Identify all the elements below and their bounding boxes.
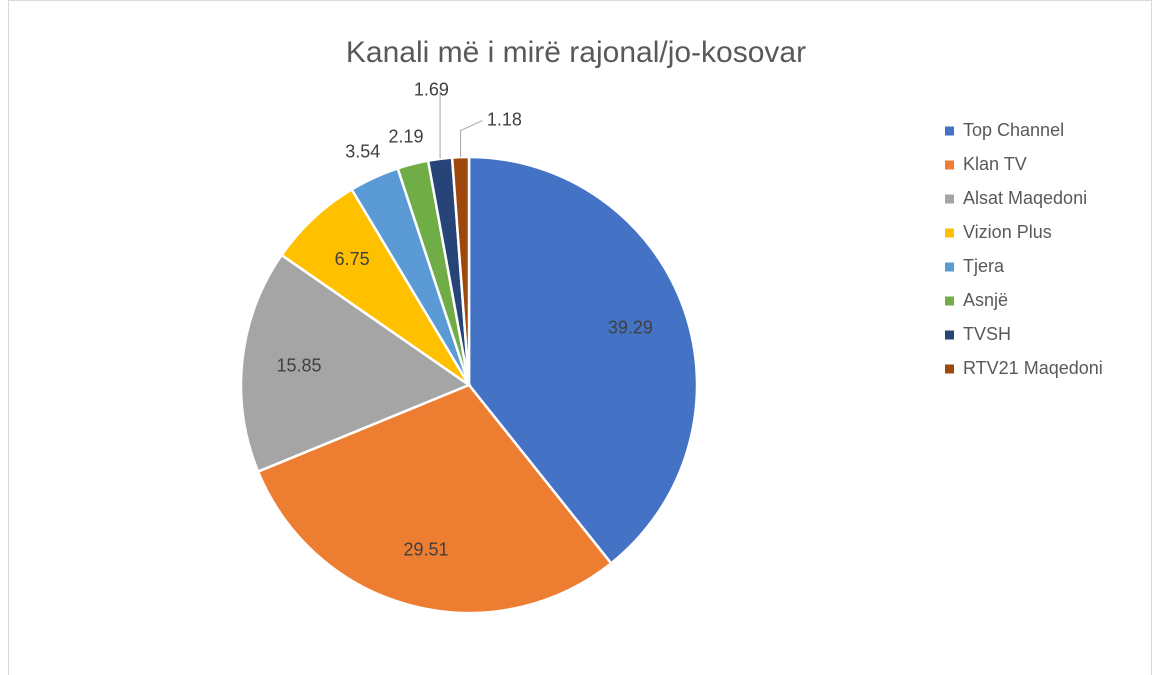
legend-label: Klan TV [963,154,1027,174]
legend-swatch [945,296,954,306]
legend-swatch [945,228,954,238]
data-label: 1.18 [487,109,522,129]
legend-swatch [945,262,954,272]
data-label: 3.54 [345,142,380,162]
data-label: 6.75 [335,249,370,269]
pie-slice [467,155,699,566]
legend-label: RTV21 Maqedoni [963,358,1103,378]
pie-slice [256,383,613,615]
legend-label: Tjera [963,256,1005,276]
data-label: 29.51 [403,539,448,559]
data-label: 2.19 [389,126,424,146]
legend-label: Vizion Plus [963,222,1052,242]
legend-swatch [945,126,954,136]
data-label: 15.85 [276,355,321,375]
legend-swatch [945,194,954,204]
legend-swatch [945,364,954,374]
legend-label: Alsat Maqedoni [963,188,1087,208]
chart-title: Kanali më i mirë rajonal/jo-kosovar [346,36,806,69]
pie-slice [239,253,472,474]
legend-label: Top Channel [963,120,1064,140]
legend-label: TVSH [963,324,1011,344]
leader-line [460,120,483,158]
legend-swatch [945,330,954,340]
data-label: 39.29 [608,317,653,337]
legend-label: Asnjë [963,290,1008,310]
legend-swatch [945,160,954,170]
data-label: 1.69 [414,80,449,100]
